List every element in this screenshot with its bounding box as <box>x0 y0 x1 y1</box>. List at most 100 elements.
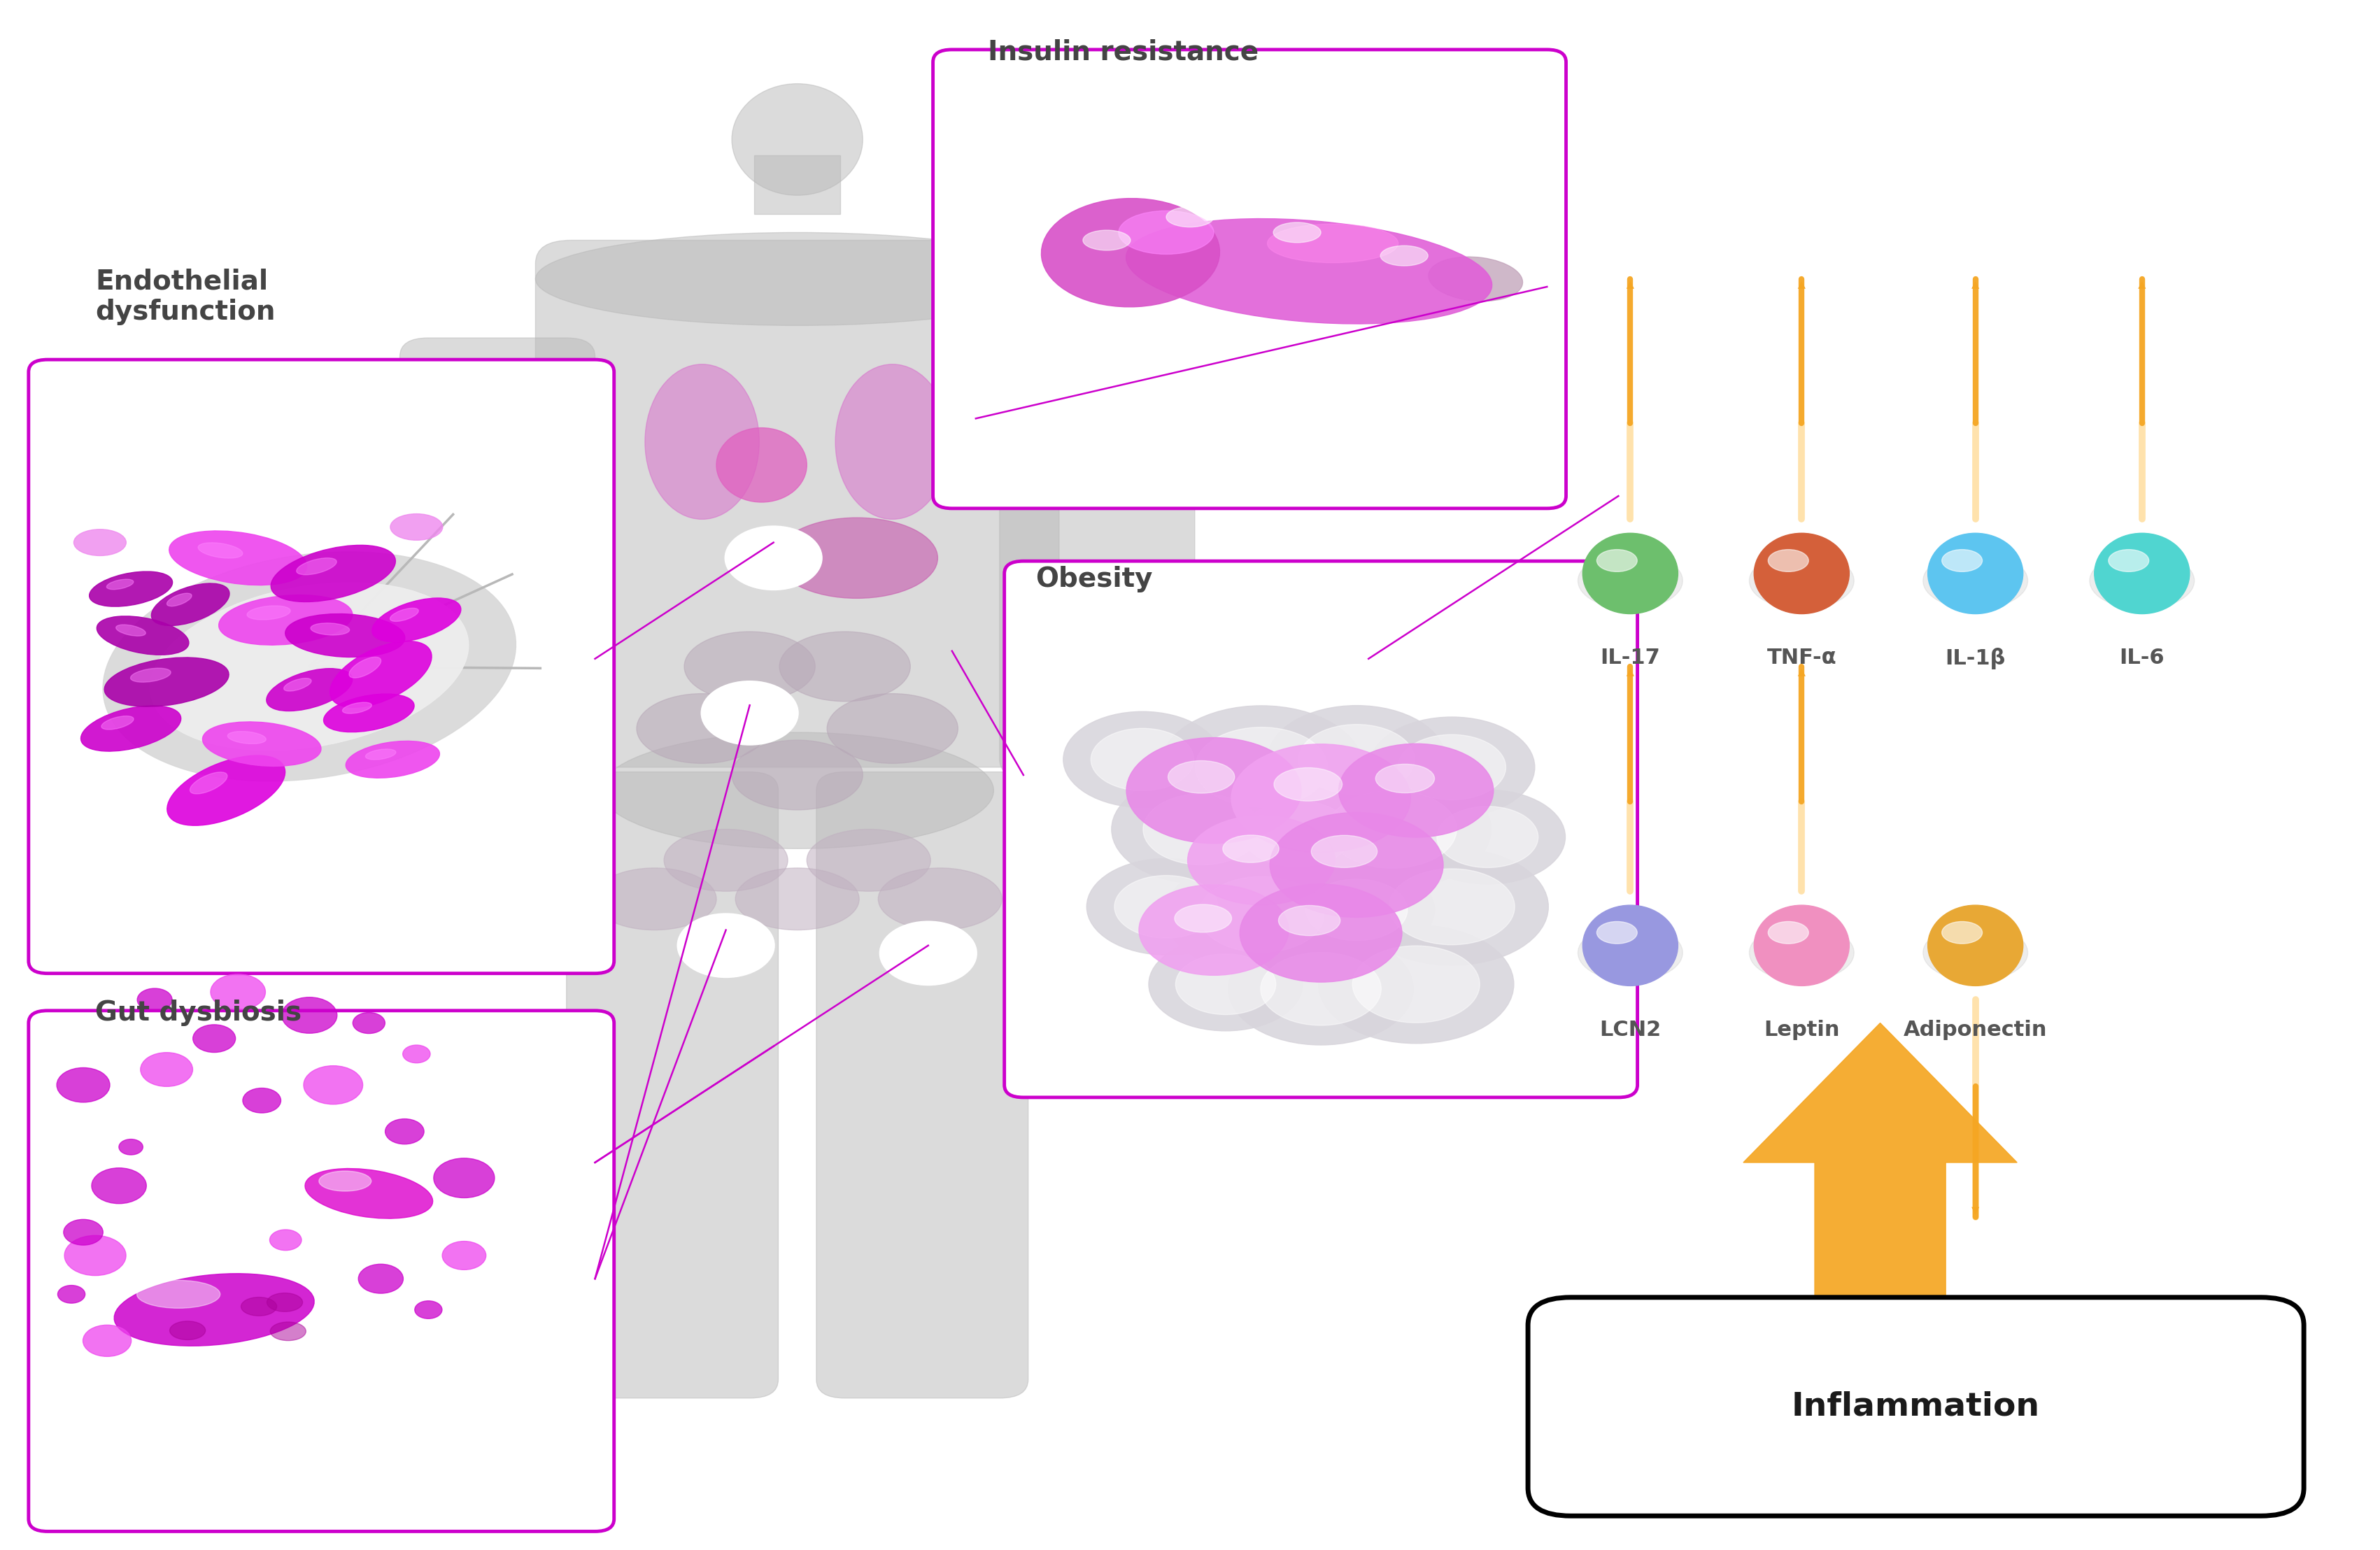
Ellipse shape <box>1749 552 1854 609</box>
Text: IL-6: IL-6 <box>2121 648 2163 668</box>
Ellipse shape <box>1597 550 1637 572</box>
Ellipse shape <box>286 614 405 657</box>
Ellipse shape <box>1368 718 1535 817</box>
Ellipse shape <box>828 694 957 763</box>
Ellipse shape <box>1119 211 1214 254</box>
Ellipse shape <box>1090 728 1195 790</box>
Circle shape <box>57 1285 86 1304</box>
Ellipse shape <box>248 606 290 620</box>
Ellipse shape <box>1438 806 1537 868</box>
Ellipse shape <box>1292 769 1492 890</box>
FancyBboxPatch shape <box>400 338 595 778</box>
Circle shape <box>359 1265 402 1293</box>
Ellipse shape <box>350 657 381 677</box>
Ellipse shape <box>1338 744 1495 837</box>
Ellipse shape <box>638 694 766 763</box>
Ellipse shape <box>1409 790 1566 883</box>
Circle shape <box>64 1235 126 1276</box>
Circle shape <box>83 1325 131 1356</box>
Ellipse shape <box>1142 794 1261 865</box>
Ellipse shape <box>1428 257 1523 301</box>
Ellipse shape <box>593 868 716 930</box>
Text: LCN2: LCN2 <box>1599 1020 1661 1040</box>
Ellipse shape <box>102 716 133 730</box>
FancyBboxPatch shape <box>816 772 1028 1398</box>
Ellipse shape <box>1578 924 1683 981</box>
Ellipse shape <box>1380 245 1428 267</box>
Ellipse shape <box>198 542 243 558</box>
Ellipse shape <box>271 546 395 601</box>
Text: Insulin resistance: Insulin resistance <box>988 39 1259 65</box>
Circle shape <box>702 682 797 744</box>
Circle shape <box>443 1242 486 1269</box>
Bar <box>754 155 840 214</box>
Ellipse shape <box>105 657 228 707</box>
Ellipse shape <box>345 741 440 778</box>
Ellipse shape <box>190 772 228 794</box>
Ellipse shape <box>1307 879 1407 941</box>
Circle shape <box>386 1119 424 1144</box>
Text: Adiponectin: Adiponectin <box>1904 1020 2047 1040</box>
Ellipse shape <box>1352 945 1480 1023</box>
Ellipse shape <box>2109 550 2149 572</box>
Ellipse shape <box>1126 219 1492 324</box>
Ellipse shape <box>1083 229 1130 250</box>
FancyBboxPatch shape <box>29 1011 614 1531</box>
Ellipse shape <box>1583 533 1678 614</box>
Ellipse shape <box>150 583 469 750</box>
Ellipse shape <box>152 583 228 626</box>
Ellipse shape <box>312 623 350 635</box>
Circle shape <box>193 1025 236 1052</box>
FancyBboxPatch shape <box>536 240 1059 767</box>
Ellipse shape <box>324 694 414 732</box>
Ellipse shape <box>219 595 352 645</box>
Ellipse shape <box>117 625 145 635</box>
Ellipse shape <box>98 615 188 656</box>
FancyArrow shape <box>1742 1023 2018 1325</box>
Ellipse shape <box>733 741 864 809</box>
Ellipse shape <box>536 232 1059 326</box>
Ellipse shape <box>271 1322 307 1341</box>
Ellipse shape <box>167 594 193 606</box>
Ellipse shape <box>1240 883 1402 983</box>
Ellipse shape <box>1176 953 1276 1015</box>
Ellipse shape <box>1166 206 1214 226</box>
Ellipse shape <box>169 1321 205 1339</box>
Ellipse shape <box>240 1297 276 1316</box>
Ellipse shape <box>136 1280 219 1308</box>
Circle shape <box>138 989 171 1011</box>
Ellipse shape <box>367 749 395 759</box>
Ellipse shape <box>1390 868 1514 945</box>
Ellipse shape <box>1176 905 1230 932</box>
Ellipse shape <box>776 518 938 598</box>
Ellipse shape <box>1942 550 1983 572</box>
Ellipse shape <box>1266 223 1399 262</box>
Ellipse shape <box>1111 775 1292 883</box>
Ellipse shape <box>1754 905 1849 986</box>
Ellipse shape <box>1195 727 1328 808</box>
Ellipse shape <box>1278 905 1340 936</box>
Ellipse shape <box>1273 222 1321 242</box>
Ellipse shape <box>1299 724 1414 795</box>
Circle shape <box>726 527 821 589</box>
Ellipse shape <box>1230 744 1411 853</box>
Ellipse shape <box>1223 835 1278 862</box>
Ellipse shape <box>305 1169 433 1218</box>
Circle shape <box>209 973 267 1011</box>
Circle shape <box>57 1068 109 1102</box>
Ellipse shape <box>1354 848 1549 966</box>
Circle shape <box>281 997 338 1034</box>
Ellipse shape <box>1269 705 1445 814</box>
Ellipse shape <box>102 552 516 781</box>
Circle shape <box>64 1220 102 1245</box>
Text: Leptin: Leptin <box>1764 1020 1840 1040</box>
Ellipse shape <box>371 598 462 642</box>
Ellipse shape <box>1928 905 2023 986</box>
Ellipse shape <box>1242 801 1352 866</box>
Ellipse shape <box>733 84 864 195</box>
Ellipse shape <box>1159 705 1364 829</box>
Ellipse shape <box>169 530 307 586</box>
Ellipse shape <box>1928 533 2023 614</box>
Ellipse shape <box>1064 711 1221 808</box>
FancyBboxPatch shape <box>933 50 1566 508</box>
